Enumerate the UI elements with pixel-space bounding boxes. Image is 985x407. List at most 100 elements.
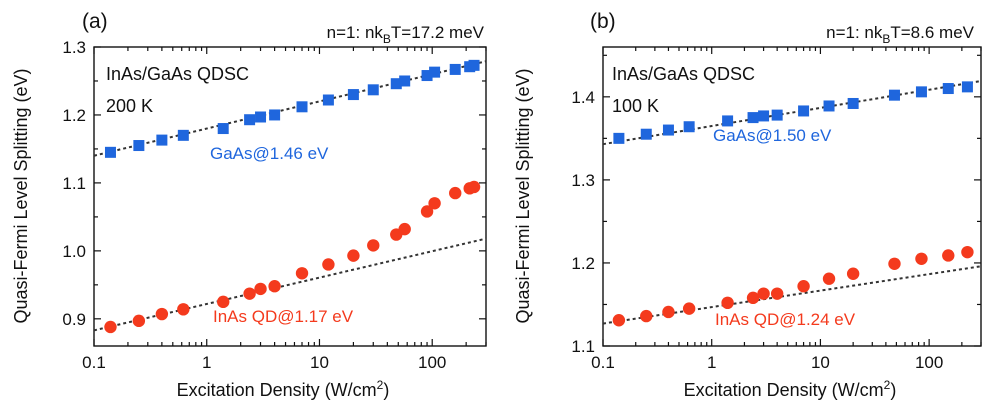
inas-qd-data-point xyxy=(797,280,810,293)
gaas-data-point xyxy=(133,140,145,152)
series-label-gaas-b: GaAs@1.50 eV xyxy=(713,126,832,145)
series-label-inas-b: InAs QD@1.24 eV xyxy=(715,310,856,329)
inas-qd-data-point xyxy=(398,222,411,236)
gaas-data-point xyxy=(722,115,734,127)
x-axis-label-b: Excitation Density (W/cm2) xyxy=(684,378,897,400)
gaas-data-point xyxy=(961,81,973,93)
condition-label-b: n=1: nkBT=8.6 meV xyxy=(826,23,975,46)
series-label-gaas-a: GaAs@1.46 eV xyxy=(210,144,329,163)
gaas-data-point xyxy=(758,110,770,122)
condition-label-a: n=1: nkBT=17.2 meV xyxy=(327,23,485,46)
gaas-data-point xyxy=(217,123,229,135)
y-tick-label: 1.1 xyxy=(571,337,595,356)
gaas-data-point xyxy=(347,89,359,101)
gaas-data-point xyxy=(888,89,900,101)
sample-label-b: InAs/GaAs QDSC xyxy=(612,64,755,84)
sample-label-a: InAs/GaAs QDSC xyxy=(106,64,249,84)
gaas-data-point xyxy=(322,94,334,106)
panel-b: 0.1 1 10 100 1.1 1.2 1.3 1.4 (b) n=1: nkBT=8.6… xyxy=(513,10,982,400)
plot-frame-b xyxy=(602,46,982,347)
gaas-data-point xyxy=(468,59,480,71)
x-tick-label: 100 xyxy=(418,353,446,372)
y-axis-label-a: Quasi-Fermi Level Splitting (eV) xyxy=(11,68,31,323)
panel-label-a: (a) xyxy=(82,10,108,33)
gaas-data-point xyxy=(421,70,433,82)
gaas-data-point xyxy=(296,101,308,113)
inas-qd-data-point xyxy=(347,249,360,262)
gaas-data-point xyxy=(915,86,927,98)
gaas-data-point xyxy=(823,100,835,112)
gaas-data-point xyxy=(449,63,461,75)
inas-qd-data-point xyxy=(295,267,309,280)
x-tick-label: 100 xyxy=(915,353,943,372)
x-axis-ticks-b: 0.1 1 10 100 xyxy=(591,47,982,372)
inas-qd-data-point xyxy=(322,258,335,271)
inas-qd-data-point xyxy=(243,287,256,300)
inas-qd-data-point xyxy=(640,309,653,323)
gaas-data-point xyxy=(613,132,625,144)
inas-qd-data-point xyxy=(961,245,974,259)
x-tick-label: 0.1 xyxy=(82,353,106,372)
gaas-data-point xyxy=(269,109,281,121)
gaas-data-point xyxy=(771,109,783,121)
gaas-data-point xyxy=(177,129,189,141)
y-axis-ticks-a: 0.9 1.0 1.1 1.2 1.3 xyxy=(62,38,486,329)
gaas-data-point xyxy=(662,124,674,136)
y-tick-label: 1.1 xyxy=(62,174,86,193)
gaas-data-point xyxy=(798,105,810,117)
gaas-data-point xyxy=(390,78,402,90)
y-tick-label: 1.2 xyxy=(571,254,595,273)
gaas-data-point xyxy=(367,84,379,96)
inas-qd-data-point xyxy=(942,249,955,262)
x-tick-label: 10 xyxy=(811,353,830,372)
data-points-b xyxy=(612,81,974,327)
gaas-data-point xyxy=(255,111,267,123)
y-tick-label: 1.2 xyxy=(62,106,86,125)
x-axis-ticks-a: 0.1 1 10 100 xyxy=(82,47,487,372)
data-points-a xyxy=(104,59,481,334)
gaas-data-point xyxy=(104,146,116,158)
x-tick-label: 0.1 xyxy=(591,353,615,372)
gaas-data-point xyxy=(683,121,695,133)
inas-qd-data-point xyxy=(367,239,380,252)
inas-qd-data-point xyxy=(915,252,928,265)
gaas-data-point xyxy=(156,134,168,146)
inas-qd-data-point xyxy=(746,291,760,305)
inas-qd-data-point xyxy=(104,320,117,334)
inas-qd-data-point xyxy=(467,180,481,194)
inas-qd-data-point xyxy=(682,302,696,315)
inas-qd-data-point xyxy=(132,314,146,328)
plot-frame-a xyxy=(93,46,487,347)
inas-qd-data-point xyxy=(155,307,169,321)
gaas-data-point xyxy=(942,83,954,95)
temperature-label-b: 100 K xyxy=(612,96,659,116)
y-axis-ticks-b: 1.1 1.2 1.3 1.4 xyxy=(571,54,981,356)
inas-qd-data-point xyxy=(177,303,190,316)
x-tick-label: 10 xyxy=(310,353,329,372)
inas-qd-data-point xyxy=(612,314,626,327)
inas-qd-data-point xyxy=(254,282,267,296)
gaas-data-point xyxy=(847,97,859,109)
gaas-data-point xyxy=(244,114,256,126)
y-tick-label: 1.4 xyxy=(571,88,595,107)
y-tick-label: 0.9 xyxy=(62,310,86,329)
inas-qd-data-point xyxy=(757,287,770,300)
gaas-data-point xyxy=(747,112,759,124)
inas-qd-data-point xyxy=(770,287,784,300)
x-tick-label: 1 xyxy=(202,353,211,372)
inas-qd-data-point xyxy=(449,186,462,200)
y-tick-label: 1.3 xyxy=(571,171,595,190)
inas-qd-data-point xyxy=(721,296,734,310)
inas-qd-data-point xyxy=(888,257,901,270)
inas-qd-data-point xyxy=(420,205,434,218)
fit-lines-b xyxy=(602,80,982,325)
y-tick-label: 1.0 xyxy=(62,242,86,261)
y-axis-label-b: Quasi-Fermi Level Splitting (eV) xyxy=(513,68,533,323)
gaas-data-point xyxy=(640,128,652,140)
inas-qd-data-point xyxy=(268,280,281,293)
series-label-inas-a: InAs QD@1.17 eV xyxy=(213,307,354,326)
y-tick-label: 1.3 xyxy=(62,38,86,57)
inas-qd-data-point xyxy=(846,267,860,280)
temperature-label-a: 200 K xyxy=(106,96,153,116)
inas-qd-data-point xyxy=(428,197,441,210)
